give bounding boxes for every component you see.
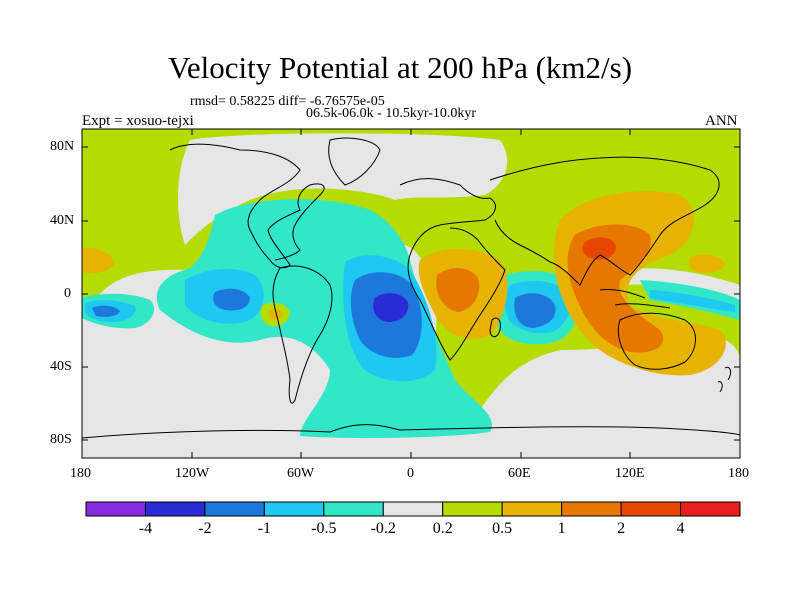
coast-asia [489,156,720,286]
x-tick-label-180e: 180 [728,466,749,481]
field-pos-red-asia [582,237,616,260]
field-pos-dark-orange-africa [436,268,480,312]
season-label: ANN [705,113,738,129]
colorbar-box-4 [323,501,384,517]
x-tick-label-180w: 180 [70,466,91,481]
colorbar-box-10 [680,501,741,517]
y-tick-label-0: 0 [64,286,71,301]
colorbar-box-2 [204,501,265,517]
coast-new-zealand [717,366,732,393]
y-tick-label-80n: 80N [50,139,75,154]
y-tick-label-40n: 40N [50,213,75,228]
period-subtitle: 06.5k-06.0k - 10.5kyr-10.0kyr [306,106,477,121]
colorbar-label-0: -4 [138,520,153,537]
coast-antarctica [82,424,740,439]
colorbar-box-6 [442,501,503,517]
colorbar-box-7 [501,501,563,517]
field-pos-orange-south-america [268,309,283,320]
colorbar-box-0 [85,501,146,517]
x-tick-marks [81,129,741,458]
coast-south-america [272,265,333,404]
field-pos-orange-north-america-west [82,247,115,274]
coastlines [82,137,740,439]
experiment-label: Expt = xosuo-tejxi [82,113,194,129]
colorbar-label-3: -0.5 [311,520,337,537]
coast-north-america [169,143,325,269]
colorbar-label-9: 4 [676,520,685,537]
field-neg-blue-east-pacific [213,288,250,311]
colorbar-box-9 [620,501,682,517]
y-tick-marks [82,146,740,441]
x-tick-label-120e: 120E [615,466,645,481]
contour-field [82,129,740,458]
coast-australia [617,312,696,370]
colorbar-boxes [85,501,741,517]
colorbar-label-8: 2 [617,520,626,537]
coast-europe-africa [399,178,506,361]
colorbar-label-7: 1 [557,520,566,537]
stats-subtitle: rmsd= 0.58225 diff= -6.76575e-05 [190,94,385,109]
plot-title: Velocity Potential at 200 hPa (km2/s) [167,50,633,85]
x-tick-label-60e: 60E [508,466,531,481]
coast-indonesia [599,289,671,309]
y-tick-label-80s: 80S [50,432,72,447]
x-tick-label-120w: 120W [175,466,210,481]
field-neg-blue-indian [514,293,556,328]
y-tick-label-40s: 40S [50,359,72,374]
coast-madagascar [489,317,501,338]
colorbar-box-1 [144,501,206,517]
x-tick-label-60w: 60W [287,466,315,481]
colorbar-label-6: 0.5 [492,520,513,537]
field-neg-cyan-west-pacific [650,290,735,312]
field-neg-blue-far-pacific [92,305,120,317]
colorbar-label-1: -2 [198,520,212,537]
field-neg-darkblue-atlantic [373,293,409,322]
colorbar-box-5 [382,501,444,517]
colorbar-box-8 [561,501,622,517]
colorbar-box-3 [263,501,325,517]
x-tick-label-0: 0 [407,466,414,481]
colorbar-label-4: -0.2 [370,520,396,537]
field-pos-orange-north-pacific [688,254,725,274]
field-neutral-arctic [178,133,508,245]
coast-greenland [328,137,381,186]
colorbar-label-2: -1 [257,520,272,537]
colorbar-label-5: 0.2 [432,520,453,537]
